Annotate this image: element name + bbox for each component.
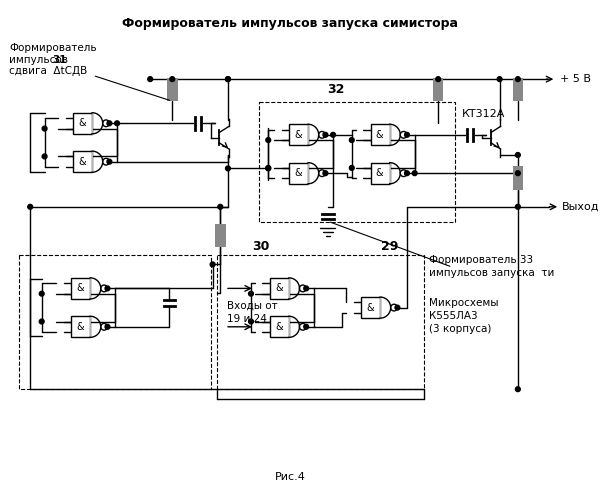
Text: 30: 30 [252,240,270,253]
Bar [72,316,90,338]
Circle shape [516,171,520,175]
Text: Рис.4: Рис.4 [275,472,306,482]
Circle shape [105,286,110,291]
Circle shape [516,387,520,392]
Circle shape [105,324,110,329]
Circle shape [395,305,400,310]
Circle shape [330,132,335,137]
Bar [361,297,380,318]
Text: импульсов: импульсов [9,55,71,65]
Text: Входы от
19 и 24: Входы от 19 и 24 [227,301,277,324]
Circle shape [516,76,520,82]
Circle shape [266,166,271,171]
Bar [513,78,523,101]
Text: + 5 В: + 5 В [560,74,591,84]
Circle shape [516,204,520,209]
Circle shape [323,171,328,175]
Text: &: & [77,322,84,332]
Text: &: & [78,156,86,166]
Circle shape [323,132,328,137]
Text: &: & [376,168,384,178]
Text: Микросхемы
К555ЛА3
(3 корпуса): Микросхемы К555ЛА3 (3 корпуса) [429,298,498,335]
Circle shape [405,132,409,137]
Bar [270,278,289,299]
Circle shape [107,121,112,126]
Circle shape [39,319,44,324]
Bar [371,124,390,146]
Bar [217,255,424,389]
Text: &: & [275,284,283,294]
Bar [19,255,210,389]
Text: сдвига  ΔtСДВ: сдвига ΔtСДВ [9,66,87,76]
Text: &: & [77,284,84,294]
Circle shape [170,76,175,82]
Circle shape [304,286,309,291]
Bar [259,102,455,222]
Circle shape [412,171,417,175]
Circle shape [497,76,502,82]
Circle shape [226,76,230,82]
Circle shape [115,121,119,126]
Circle shape [349,138,354,142]
Circle shape [405,171,409,175]
Text: &: & [78,118,86,128]
Circle shape [436,76,441,82]
Circle shape [226,166,230,171]
Text: Формирователь 33
импульсов запуска  τи: Формирователь 33 импульсов запуска τи [429,255,554,278]
Bar [371,162,390,184]
Circle shape [304,324,309,329]
Circle shape [516,152,520,158]
Circle shape [349,166,354,170]
Bar [270,316,289,338]
Bar [215,224,226,247]
Circle shape [42,154,47,159]
Text: &: & [275,322,283,332]
Text: 29: 29 [380,240,398,253]
Circle shape [218,204,223,209]
Bar [74,151,92,172]
Circle shape [226,76,230,82]
Text: &: & [294,130,302,140]
Bar [72,278,90,299]
Bar [433,78,443,101]
Text: &: & [366,302,374,312]
Text: 32: 32 [327,84,344,96]
Text: КТ312А: КТ312А [462,108,505,118]
Text: Выход: Выход [562,202,599,212]
Circle shape [107,160,112,164]
Text: 31: 31 [52,55,67,65]
Circle shape [39,292,44,296]
Text: Формирователь импульсов запуска симистора: Формирователь импульсов запуска симистор… [122,17,458,30]
Circle shape [148,76,153,82]
Circle shape [210,262,215,267]
Circle shape [248,292,253,296]
Text: Формирователь: Формирователь [9,44,96,54]
Circle shape [248,319,253,324]
Circle shape [28,204,33,209]
Bar [513,166,523,190]
Bar [289,162,308,184]
Text: &: & [376,130,384,140]
Circle shape [42,126,47,131]
Text: &: & [294,168,302,178]
Bar [167,78,177,101]
Circle shape [266,138,271,142]
Bar [289,124,308,146]
Bar [74,112,92,134]
Circle shape [266,166,271,170]
